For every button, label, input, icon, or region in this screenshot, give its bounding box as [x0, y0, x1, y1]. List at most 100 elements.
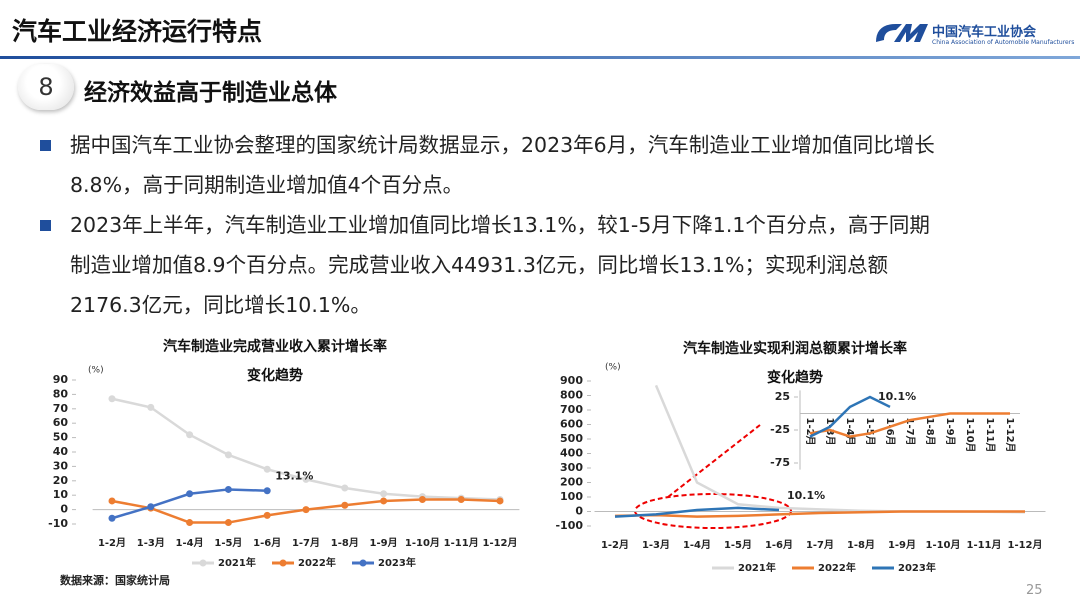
y-tick-label: -10 [48, 517, 68, 530]
legend-swatch [359, 559, 367, 567]
bullet-text: 2176.3亿元，同比增长10.1%。 [70, 293, 371, 317]
y-tick-label: -75 [770, 456, 790, 469]
y-tick-label: 40 [53, 445, 69, 458]
x-tick-label: 1-6月 [884, 418, 896, 446]
section-number: 8 [18, 64, 74, 110]
x-tick-label: 1-12月 [1007, 539, 1042, 551]
bullet-text: 制造业增加值8.9个百分点。完成营业收入44931.3亿元，同比增长13.1%；… [70, 253, 888, 277]
legend-label: 2023年 [378, 556, 416, 569]
x-tick-label: 1-3月 [137, 537, 165, 549]
x-tick-label: 1-2月 [804, 418, 816, 446]
point [186, 519, 194, 527]
x-tick-label: 1-9月 [888, 539, 916, 551]
bullet-text: 据中国汽车工业协会整理的国家统计局数据显示，2023年6月，汽车制造业工业增加值… [70, 133, 935, 157]
x-tick-label: 1-12月 [482, 537, 517, 549]
x-tick-label: 1-11月 [444, 537, 479, 549]
point [224, 485, 232, 493]
point [341, 484, 349, 492]
logo-subtitle: China Association of Automobile Manufact… [932, 39, 1075, 46]
x-tick-label: 1-10月 [964, 418, 976, 453]
x-tick-label: 1-8月 [331, 537, 359, 549]
y-tick-label: 80 [53, 387, 69, 400]
y-unit: (%) [605, 363, 621, 373]
legend-label: 2021年 [218, 556, 256, 569]
point [186, 490, 194, 498]
x-tick-label: 1-8月 [847, 539, 875, 551]
y-tick-label: 300 [560, 461, 583, 474]
point [302, 506, 310, 514]
point [108, 395, 116, 403]
section-title: 经济效益高于制造业总体 [84, 80, 337, 106]
x-tick-label: 1-2月 [601, 539, 629, 551]
y-tick-label: -25 [770, 423, 790, 436]
chart-title: 变化趋势 [767, 369, 823, 386]
legend-swatch [199, 559, 207, 567]
x-tick-label: 1-4月 [844, 418, 856, 446]
x-tick-label: 1-10月 [405, 537, 440, 549]
x-tick-label: 1-7月 [806, 539, 834, 551]
y-tick-label: 50 [53, 431, 69, 444]
header-rule [0, 56, 1080, 59]
x-tick-label: 1-2月 [98, 537, 126, 549]
y-tick-label: 0 [575, 505, 583, 518]
x-tick-label: 1-11月 [966, 539, 1001, 551]
y-tick-label: 400 [560, 447, 583, 460]
x-tick-label: 1-4月 [176, 537, 204, 549]
bullet-marker [40, 140, 51, 151]
point [147, 403, 155, 411]
legend-label: 2023年 [898, 561, 936, 574]
chart-title: 汽车制造业实现利润总额累计增长率 [683, 340, 907, 357]
legend-swatch [279, 559, 287, 567]
bullet-marker [40, 220, 51, 231]
value-label: 10.1% [878, 390, 916, 403]
point [302, 475, 310, 483]
y-tick-label: 500 [560, 432, 583, 445]
y-tick-label: 20 [53, 474, 69, 487]
y-tick-label: -100 [555, 519, 583, 532]
point [263, 487, 271, 495]
legend-label: 2021年 [738, 561, 776, 574]
line-series [614, 510, 1025, 518]
y-tick-label: 30 [53, 459, 69, 472]
x-tick-label: 1-4月 [683, 539, 711, 551]
x-tick-label: 1-5月 [214, 537, 242, 549]
y-tick-label: 200 [560, 476, 583, 489]
point [263, 465, 271, 473]
legend-label: 2022年 [818, 561, 856, 574]
y-tick-label: 10 [53, 488, 69, 501]
x-tick-label: 1-6月 [765, 539, 793, 551]
point [263, 511, 271, 519]
y-tick-label: 25 [775, 390, 790, 403]
y-tick-label: 70 [53, 402, 69, 415]
x-tick-label: 1-10月 [925, 539, 960, 551]
y-tick-label: 600 [560, 418, 583, 431]
x-tick-label: 1-7月 [292, 537, 320, 549]
x-tick-label: 1-12月 [1004, 418, 1016, 453]
chart-title: 汽车制造业完成营业收入累计增长率 [163, 338, 387, 355]
x-tick-label: 1-8月 [924, 418, 936, 446]
point [341, 501, 349, 509]
point [224, 519, 232, 527]
x-tick-label: 1-6月 [253, 537, 281, 549]
x-tick-label: 1-9月 [370, 537, 398, 549]
y-unit: (%) [88, 366, 104, 376]
point [380, 490, 388, 498]
value-label: 10.1% [787, 489, 825, 502]
bullet-text: 8.8%，高于同期制造业增加值4个百分点。 [70, 173, 464, 197]
logo-mark [876, 24, 928, 42]
y-tick-label: 100 [560, 490, 583, 503]
value-label: 13.1% [275, 470, 313, 483]
y-tick-label: 700 [560, 403, 583, 416]
point [147, 503, 155, 511]
chart-title: 变化趋势 [247, 367, 303, 384]
slide-title: 汽车工业经济运行特点 [12, 17, 263, 46]
line-series [111, 397, 501, 501]
point [108, 497, 116, 505]
y-tick-label: 60 [53, 416, 69, 429]
highlight-connector [667, 424, 761, 498]
y-tick-label: 0 [60, 503, 68, 516]
x-tick-label: 1-3月 [642, 539, 670, 551]
x-tick-label: 1-5月 [724, 539, 752, 551]
point [108, 514, 116, 522]
point [380, 497, 388, 505]
